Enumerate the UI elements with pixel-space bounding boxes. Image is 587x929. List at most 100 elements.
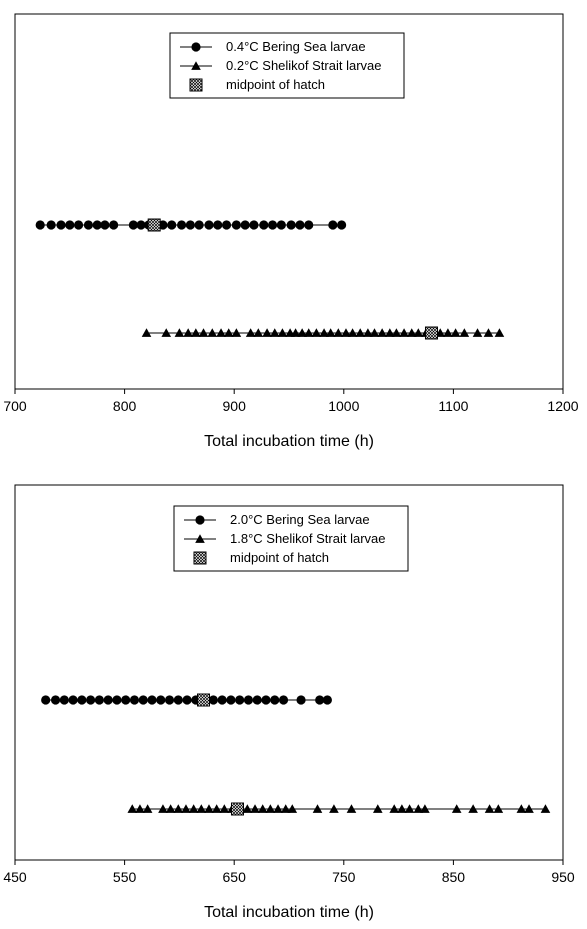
series-layer: [35, 218, 505, 340]
data-point-triangle: [347, 328, 358, 337]
data-point-circle: [208, 695, 218, 705]
data-point-triangle: [216, 328, 226, 337]
data-point-circle: [270, 695, 280, 705]
data-point-circle: [221, 220, 232, 230]
legend-label-circle: 2.0°C Bering Sea larvae: [230, 512, 370, 527]
midpoint-marker: [230, 802, 244, 816]
data-point-triangle: [369, 328, 380, 337]
data-point-triangle: [397, 804, 407, 813]
data-point-circle: [328, 220, 338, 230]
data-point-triangle: [269, 328, 280, 337]
legend-label-triangle: 0.2°C Shelikof Strait larvae: [226, 58, 382, 73]
data-point-circle: [259, 220, 269, 230]
x-tick-label: 700: [3, 398, 27, 414]
data-point-triangle: [372, 804, 383, 813]
data-point-triangle: [223, 328, 234, 337]
data-point-circle: [295, 220, 305, 230]
x-axis-label: Total incubation time (h): [204, 904, 374, 921]
data-point-circle: [173, 695, 183, 705]
data-point-triangle: [188, 804, 199, 813]
series-layer: [41, 693, 551, 816]
data-point-triangle: [413, 328, 424, 337]
data-point-circle: [68, 695, 78, 705]
data-point-triangle: [204, 804, 214, 813]
data-point-circle: [65, 220, 75, 230]
x-axis: 700 800 900 1000 1100 1200: [3, 389, 579, 414]
chart-top: 700 800 900 1000 1100 1200 Total incubation t…: [3, 13, 579, 450]
data-point-circle: [315, 695, 325, 705]
data-point-circle: [50, 695, 61, 705]
data-point-circle: [128, 220, 138, 230]
data-point-triangle: [346, 804, 357, 813]
x-tick-label: 750: [332, 869, 356, 885]
data-point-triangle: [483, 328, 494, 337]
data-point-circle: [176, 220, 187, 230]
data-point-triangle: [450, 328, 461, 337]
data-point-circle: [100, 220, 110, 230]
x-axis-label: Total incubation time (h): [204, 433, 374, 450]
x-tick-label: 1100: [438, 398, 468, 414]
data-point-circle: [94, 695, 104, 705]
data-point-circle: [136, 220, 146, 230]
data-point-triangle: [389, 804, 400, 813]
midpoint-marker: [197, 693, 211, 707]
data-point-triangle: [413, 804, 424, 813]
x-tick-label: 450: [3, 869, 27, 885]
legend-marker-circle: [191, 42, 201, 52]
midpoint-marker: [424, 326, 438, 340]
data-point-triangle: [198, 328, 209, 337]
data-point-triangle: [265, 804, 276, 813]
data-point-triangle: [158, 804, 168, 813]
legend-marker-circle: [195, 515, 205, 525]
data-point-circle: [56, 220, 66, 230]
data-point-triangle: [211, 804, 222, 813]
legend: 0.4°C Bering Sea larvae 0.2°C Shelikof S…: [169, 32, 405, 99]
data-point-triangle: [484, 804, 495, 813]
x-tick-label: 900: [223, 398, 247, 414]
data-point-circle: [185, 220, 195, 230]
data-point-circle: [138, 695, 148, 705]
data-point-triangle: [257, 804, 268, 813]
data-point-circle: [231, 220, 241, 230]
data-point-circle: [103, 695, 113, 705]
data-point-triangle: [181, 804, 191, 813]
data-point-circle: [112, 695, 122, 705]
x-tick-label: 850: [442, 869, 466, 885]
data-point-circle: [109, 220, 119, 230]
data-point-circle: [35, 220, 45, 230]
x-tick-label: 1000: [328, 398, 359, 414]
data-point-triangle: [468, 804, 478, 813]
data-point-triangle: [312, 804, 323, 813]
legend-marker-triangle: [191, 61, 201, 70]
data-point-triangle: [161, 328, 172, 337]
x-tick-label: 800: [113, 398, 137, 414]
data-point-circle: [194, 220, 204, 230]
data-point-triangle: [280, 804, 291, 813]
data-point-triangle: [135, 804, 145, 813]
plot-frame: [14, 484, 564, 861]
legend: 2.0°C Bering Sea larvae 1.8°C Shelikof S…: [173, 505, 409, 572]
data-point-circle: [322, 695, 332, 705]
data-point-triangle: [325, 328, 336, 337]
data-point-circle: [41, 695, 51, 705]
data-point-triangle: [250, 804, 260, 813]
data-point-triangle: [142, 804, 153, 813]
data-point-triangle: [472, 328, 483, 337]
legend-marker-midpoint: [189, 78, 203, 92]
data-point-triangle: [297, 328, 307, 337]
data-point-circle: [217, 695, 227, 705]
x-tick-label: 1200: [547, 398, 578, 414]
data-point-circle: [304, 220, 314, 230]
data-point-triangle: [494, 328, 505, 337]
data-point-triangle: [399, 328, 409, 337]
data-point-triangle: [451, 804, 462, 813]
data-point-triangle: [404, 804, 415, 813]
legend-label-midpoint: midpoint of hatch: [226, 77, 325, 92]
data-point-triangle: [141, 328, 152, 337]
data-point-circle: [261, 695, 271, 705]
data-point-circle: [226, 695, 236, 705]
data-point-circle: [276, 220, 286, 230]
data-point-circle: [167, 220, 177, 230]
data-point-triangle: [183, 328, 193, 337]
data-point-circle: [235, 695, 245, 705]
